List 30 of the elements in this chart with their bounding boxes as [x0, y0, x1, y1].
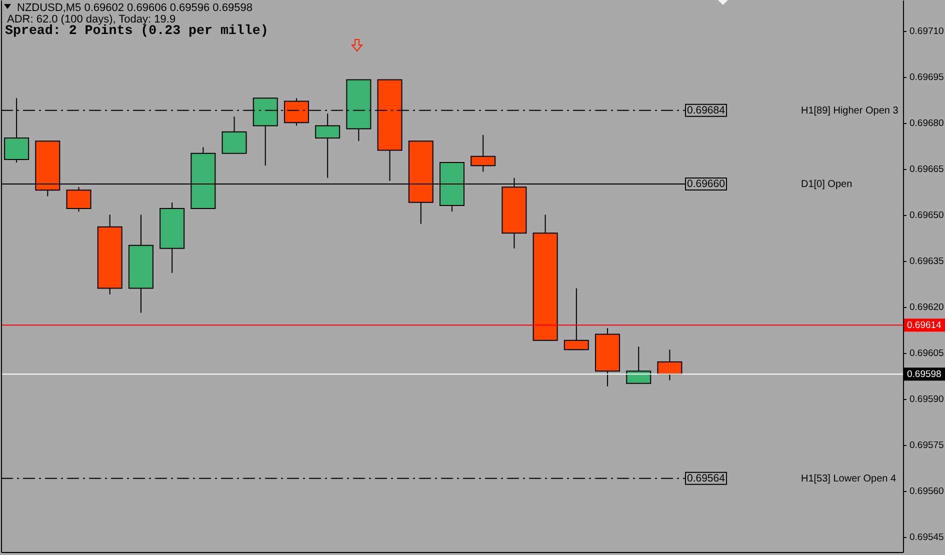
- candlestick: [657, 349, 682, 381]
- y-tick-label: 0.69545: [910, 532, 944, 544]
- y-tick-label: 0.69560: [910, 486, 944, 498]
- y-tick-label: 0.69710: [910, 26, 944, 38]
- ref-line-label: 0.69598: [907, 369, 942, 380]
- y-tick-label: 0.69605: [910, 348, 944, 360]
- annotation: H1[89] Higher Open 3: [801, 105, 899, 116]
- annotation: D1[0] Open: [801, 179, 852, 190]
- y-tick-label: 0.69665: [910, 164, 944, 176]
- candlestick: [470, 134, 496, 172]
- candlestick: [66, 186, 92, 212]
- candlestick: [564, 288, 589, 350]
- y-tick-label: 0.69695: [910, 72, 944, 84]
- y-tick-label: 0.69680: [910, 118, 944, 130]
- ref-line-label: 0.69660: [687, 178, 726, 190]
- y-tick-label: 0.69575: [910, 440, 944, 452]
- candlestick: [315, 112, 340, 178]
- text: ADR: 62.0 (100 days), Today: 19.9: [7, 14, 176, 26]
- annotation: H1[53] Lower Open 4: [801, 473, 896, 484]
- ref-line-label: 0.69564: [687, 472, 726, 484]
- ref-line-label: 0.69684: [687, 104, 726, 116]
- candlestick: [626, 346, 652, 384]
- chart-title: NZDUSD,M5 0.69602 0.69606 0.69596 0.69598: [17, 2, 252, 14]
- candlestick: [222, 116, 247, 154]
- y-tick-label: 0.69590: [910, 394, 944, 406]
- ref-line-label: 0.69614: [907, 320, 942, 332]
- annotation: Spread: 2 Points (0.23 per mille): [5, 23, 268, 38]
- y-tick-label: 0.69635: [910, 256, 944, 268]
- y-tick-label: 0.69650: [910, 210, 944, 222]
- y-tick-label: 0.69620: [910, 302, 944, 314]
